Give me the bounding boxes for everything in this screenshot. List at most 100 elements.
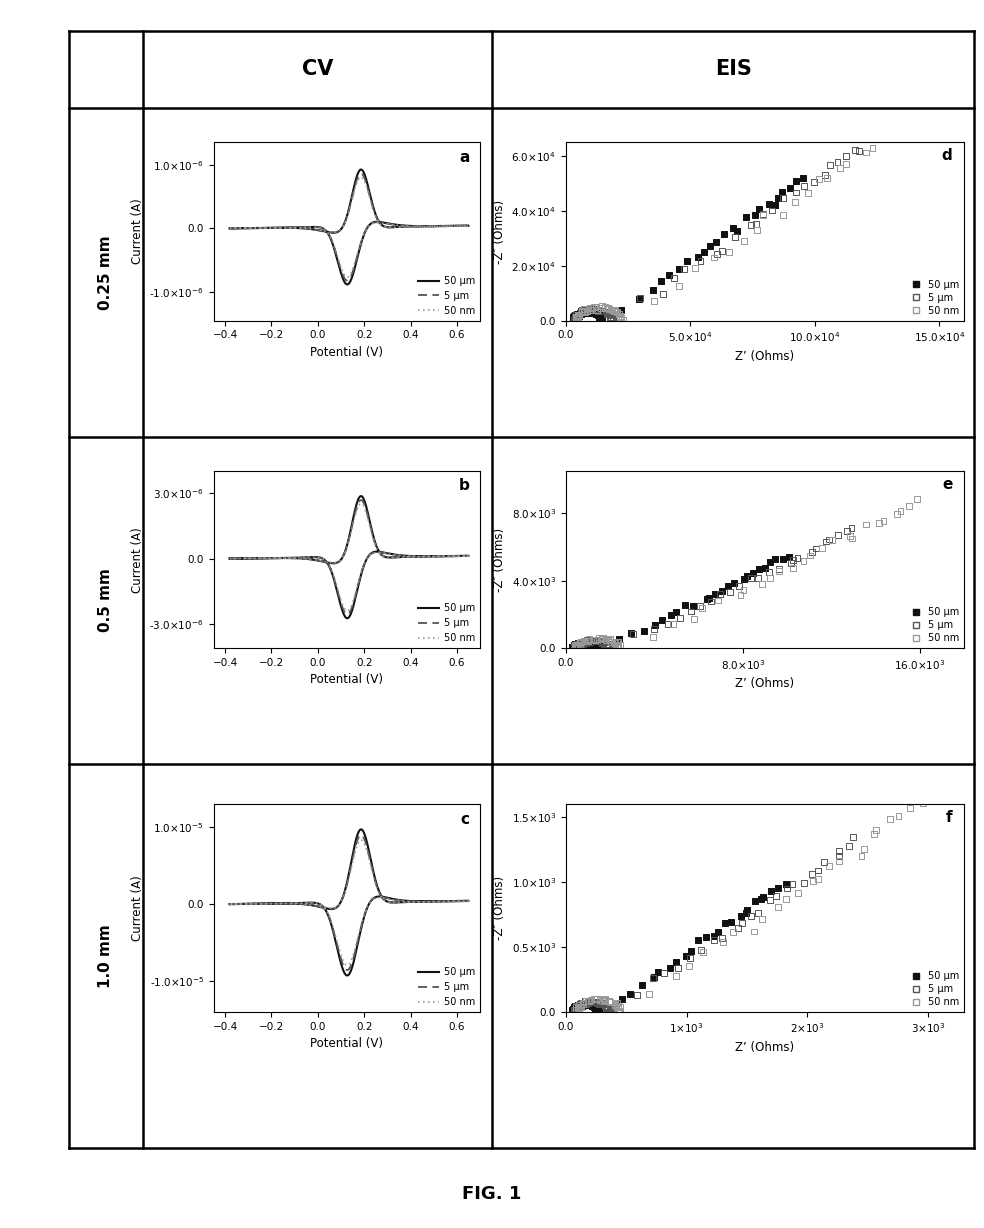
50 nm xyxy=(568,309,584,329)
50 µm xyxy=(709,922,725,942)
5 µm xyxy=(588,630,604,650)
50 µm xyxy=(575,997,590,1017)
50 µm xyxy=(585,634,601,653)
50 nm xyxy=(844,528,860,548)
50 µm xyxy=(683,941,699,960)
50 nm xyxy=(571,306,586,325)
50 nm xyxy=(819,168,834,188)
50 nm xyxy=(569,308,584,328)
50 nm xyxy=(341,604,353,619)
50 nm xyxy=(858,515,874,534)
50 nm xyxy=(607,636,623,656)
50 µm xyxy=(223,896,235,911)
50 µm xyxy=(565,639,581,658)
5 µm xyxy=(743,906,759,926)
50 nm xyxy=(611,1001,627,1020)
5 µm xyxy=(625,624,641,643)
50 µm xyxy=(774,182,790,201)
5 µm xyxy=(567,636,583,656)
5 µm xyxy=(796,873,812,893)
50 µm xyxy=(584,632,600,652)
50 µm xyxy=(254,221,266,236)
50 nm xyxy=(586,297,602,317)
5 µm xyxy=(605,309,621,329)
50 nm xyxy=(592,991,608,1011)
50 nm xyxy=(606,301,622,321)
50 µm xyxy=(577,632,592,652)
50 nm xyxy=(841,526,857,545)
50 µm xyxy=(645,280,660,300)
50 nm xyxy=(590,628,606,647)
5 µm xyxy=(595,993,611,1013)
50 µm xyxy=(753,889,769,909)
50 µm xyxy=(581,632,596,652)
50 nm xyxy=(612,314,628,334)
5 µm xyxy=(569,636,584,656)
5 µm xyxy=(859,123,875,142)
50 nm xyxy=(831,851,847,871)
5 µm xyxy=(601,637,617,657)
5 µm xyxy=(598,635,614,655)
50 nm xyxy=(580,631,595,651)
50 nm xyxy=(570,306,585,325)
Line: 50 nm: 50 nm xyxy=(229,840,468,965)
50 nm xyxy=(254,551,266,566)
50 µm xyxy=(583,301,598,321)
50 nm xyxy=(858,142,874,162)
5 µm xyxy=(573,632,588,652)
50 nm xyxy=(611,997,627,1017)
5 µm xyxy=(566,1002,582,1022)
50 nm xyxy=(865,138,881,157)
50 µm xyxy=(707,585,723,604)
Legend: 50 µm, 5 µm, 50 nm: 50 µm, 5 µm, 50 nm xyxy=(418,968,475,1007)
50 nm xyxy=(582,630,597,650)
50 µm xyxy=(309,899,321,914)
50 µm xyxy=(751,559,767,578)
50 nm xyxy=(604,300,620,319)
50 µm xyxy=(587,303,603,323)
50 µm xyxy=(565,1000,581,1019)
5 µm xyxy=(233,896,245,911)
5 µm xyxy=(597,996,613,1016)
5 µm xyxy=(811,861,827,880)
5 µm xyxy=(570,636,585,656)
50 µm xyxy=(580,632,595,652)
50 nm xyxy=(601,991,617,1011)
50 nm xyxy=(746,922,762,942)
Legend: 50 µm, 5 µm, 50 nm: 50 µm, 5 µm, 50 nm xyxy=(906,971,959,1007)
50 µm xyxy=(649,962,665,981)
5 µm xyxy=(457,549,468,564)
50 µm xyxy=(355,489,367,503)
50 nm xyxy=(800,183,816,203)
5 µm xyxy=(567,637,583,657)
5 µm xyxy=(841,836,857,856)
50 µm xyxy=(571,996,586,1016)
50 nm xyxy=(355,496,367,511)
5 µm xyxy=(711,585,727,604)
50 µm xyxy=(566,636,582,656)
5 µm xyxy=(755,205,770,225)
50 µm xyxy=(566,308,582,328)
5 µm xyxy=(851,141,867,161)
50 nm xyxy=(575,995,590,1014)
50 nm xyxy=(608,302,624,322)
50 µm xyxy=(581,995,596,1014)
50 nm xyxy=(613,308,629,328)
X-axis label: Z’ (Ohms): Z’ (Ohms) xyxy=(735,677,795,690)
5 µm xyxy=(806,172,822,192)
5 µm xyxy=(682,948,698,968)
50 µm xyxy=(565,637,581,657)
50 µm xyxy=(631,290,646,309)
5 µm xyxy=(341,607,353,621)
50 µm xyxy=(736,569,752,588)
50 nm xyxy=(582,298,597,318)
Text: CV: CV xyxy=(302,59,333,80)
5 µm xyxy=(572,634,587,653)
5 µm xyxy=(789,549,805,569)
50 nm xyxy=(233,221,245,236)
50 nm xyxy=(900,99,916,119)
X-axis label: Potential (V): Potential (V) xyxy=(310,1038,384,1050)
50 nm xyxy=(582,991,597,1011)
50 nm xyxy=(372,890,384,905)
50 µm xyxy=(586,998,602,1018)
